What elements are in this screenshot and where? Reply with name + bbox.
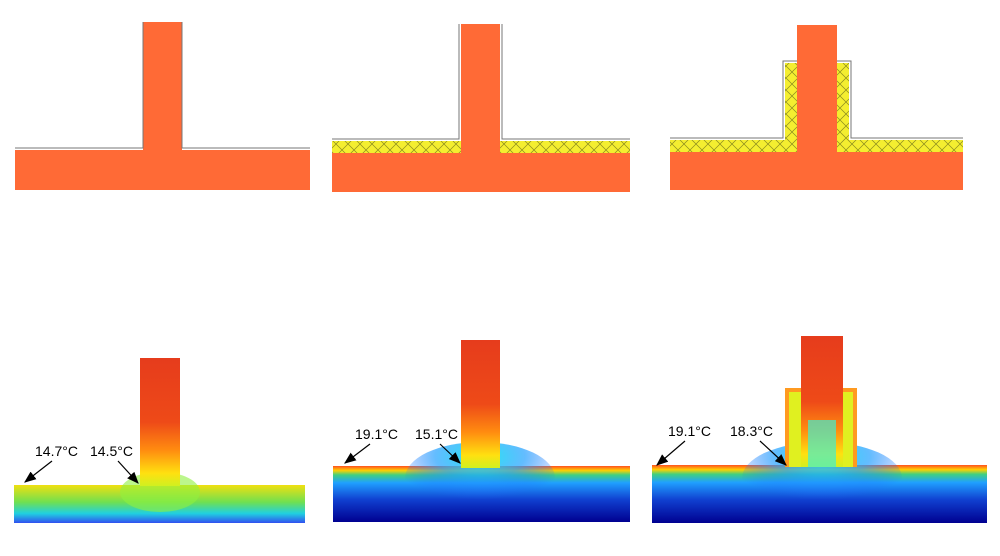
temperature-label: 19.1°C	[355, 426, 398, 442]
arrow	[117, 460, 139, 484]
temperature-label: 15.1°C	[415, 426, 458, 442]
thermal-2	[333, 340, 630, 522]
arrow	[344, 443, 371, 464]
arrow	[656, 440, 686, 466]
geometry-2	[332, 24, 630, 192]
temperature-label: 14.7°C	[35, 443, 78, 459]
arrow	[439, 443, 461, 464]
temperature-label: 19.1°C	[668, 423, 711, 439]
arrow	[24, 460, 53, 483]
temperature-label: 18.3°C	[730, 423, 773, 439]
thermal-1	[14, 358, 305, 523]
thermal-3	[652, 336, 987, 523]
geometry-3	[670, 25, 963, 190]
arrow	[759, 440, 787, 466]
geometry-1	[15, 22, 310, 190]
temperature-label: 14.5°C	[90, 443, 133, 459]
